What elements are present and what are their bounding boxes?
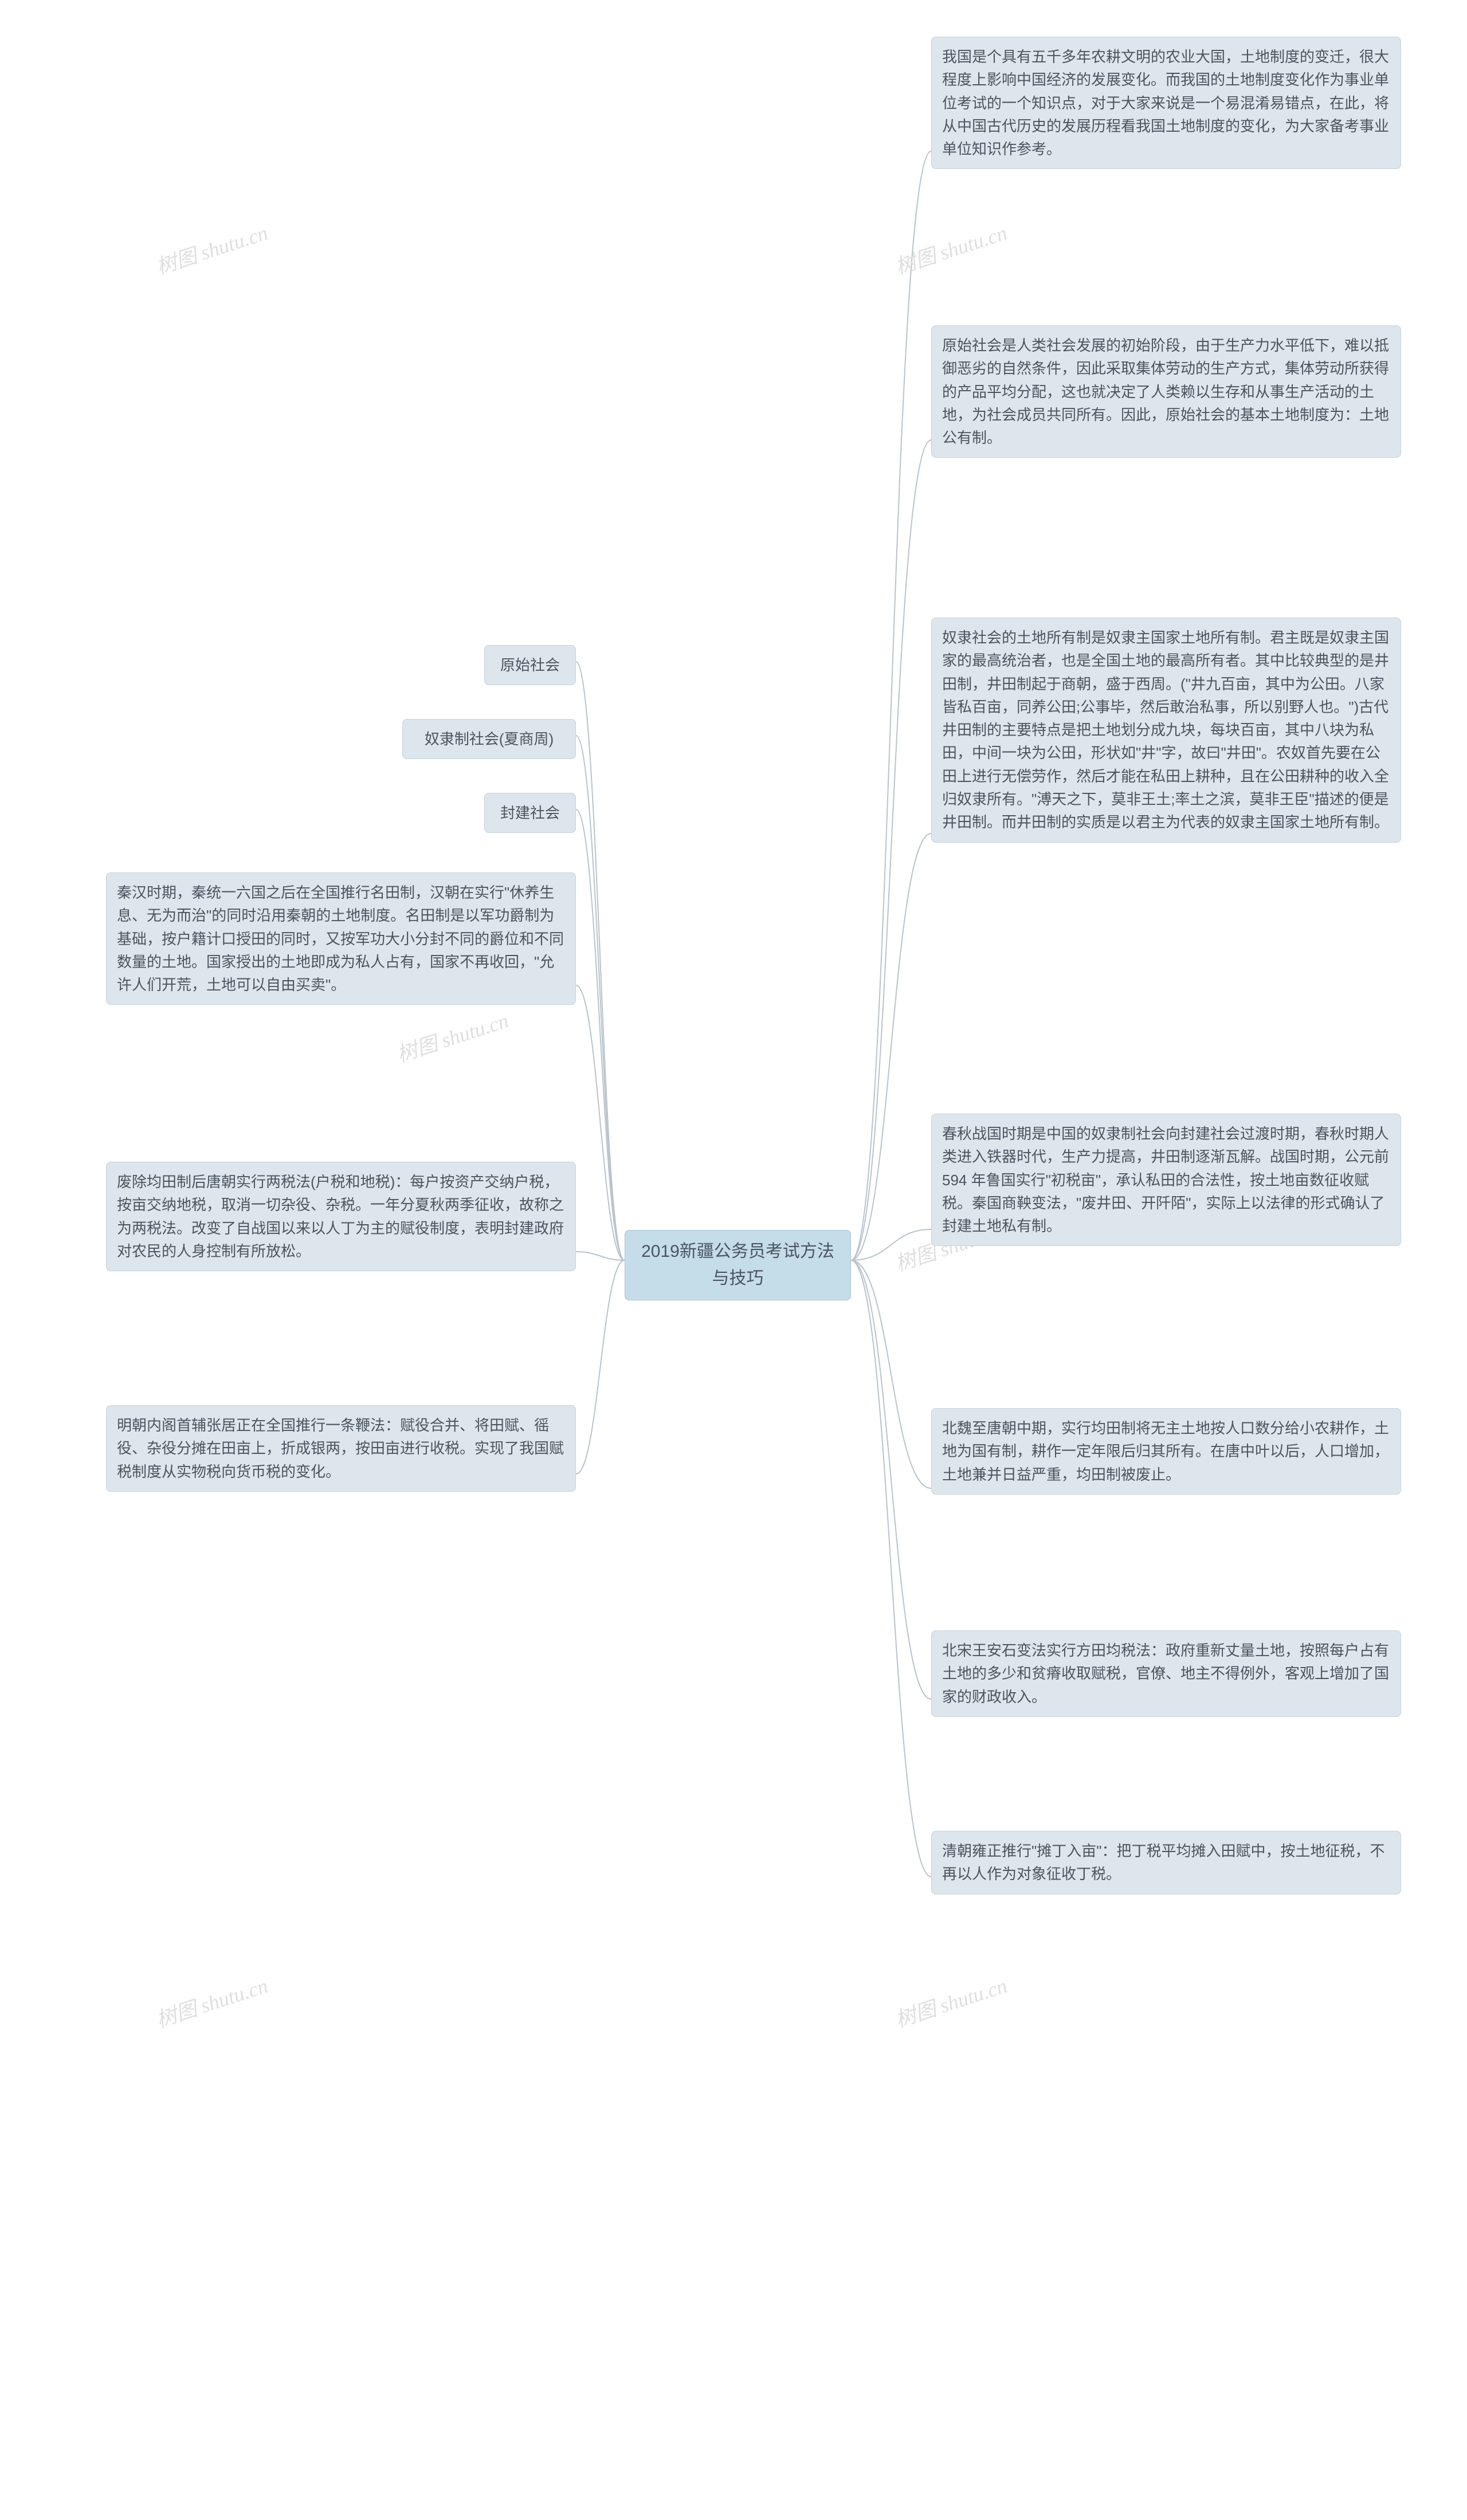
right-node-intro[interactable]: 我国是个具有五千多年农耕文明的农业大国，土地制度的变迁，很大程度上影响中国经济的…	[931, 37, 1401, 169]
right-node-qing-yongzheng[interactable]: 清朝雍正推行"摊丁入亩"：把丁税平均摊入田赋中，按土地征税，不再以人作为对象征收…	[931, 1831, 1401, 1894]
root-title-line1: 2019新疆公务员考试方法	[636, 1239, 840, 1265]
left-node-qin-han[interactable]: 秦汉时期，秦统一六国之后在全国推行名田制，汉朝在实行"休养生息、无为而治"的同时…	[106, 872, 576, 1005]
right-node-wang-anshi[interactable]: 北宋王安石变法实行方田均税法：政府重新丈量土地，按照每户占有土地的多少和贫瘠收取…	[931, 1630, 1401, 1717]
watermark: 树图 shutu.cn	[393, 1004, 512, 1068]
mindmap-canvas: 树图 shutu.cn 树图 shutu.cn 树图 shutu.cn 树图 s…	[0, 0, 1467, 2520]
right-node-spring-autumn[interactable]: 春秋战国时期是中国的奴隶制社会向封建社会过渡时期，春秋时期人类进入铁器时代，生产…	[931, 1114, 1401, 1246]
root-node[interactable]: 2019新疆公务员考试方法 与技巧	[625, 1230, 851, 1300]
watermark: 树图 shutu.cn	[152, 217, 271, 281]
watermark: 树图 shutu.cn	[891, 1969, 1010, 2034]
root-title-line2: 与技巧	[636, 1265, 840, 1292]
watermark: 树图 shutu.cn	[152, 1969, 271, 2034]
left-node-primitive-society[interactable]: 原始社会	[484, 645, 576, 685]
left-node-slave-society[interactable]: 奴隶制社会(夏商周)	[402, 719, 576, 759]
right-node-primitive[interactable]: 原始社会是人类社会发展的初始阶段，由于生产力水平低下，难以抵御恶劣的自然条件，因…	[931, 325, 1401, 458]
left-node-feudal-society[interactable]: 封建社会	[484, 793, 576, 833]
left-node-tang-two-tax[interactable]: 废除均田制后唐朝实行两税法(户税和地税)：每户按资产交纳户税，按亩交纳地税，取消…	[106, 1162, 576, 1271]
right-node-juntian[interactable]: 北魏至唐朝中期，实行均田制将无主土地按人口数分给小农耕作，土地为国有制，耕作一定…	[931, 1408, 1401, 1495]
right-node-slave-well-field[interactable]: 奴隶社会的土地所有制是奴隶主国家土地所有制。君主既是奴隶主国家的最高统治者，也是…	[931, 618, 1401, 843]
watermark: 树图 shutu.cn	[891, 217, 1010, 281]
left-node-ming-whip[interactable]: 明朝内阁首辅张居正在全国推行一条鞭法：赋役合并、将田赋、徭役、杂役分摊在田亩上，…	[106, 1405, 576, 1492]
